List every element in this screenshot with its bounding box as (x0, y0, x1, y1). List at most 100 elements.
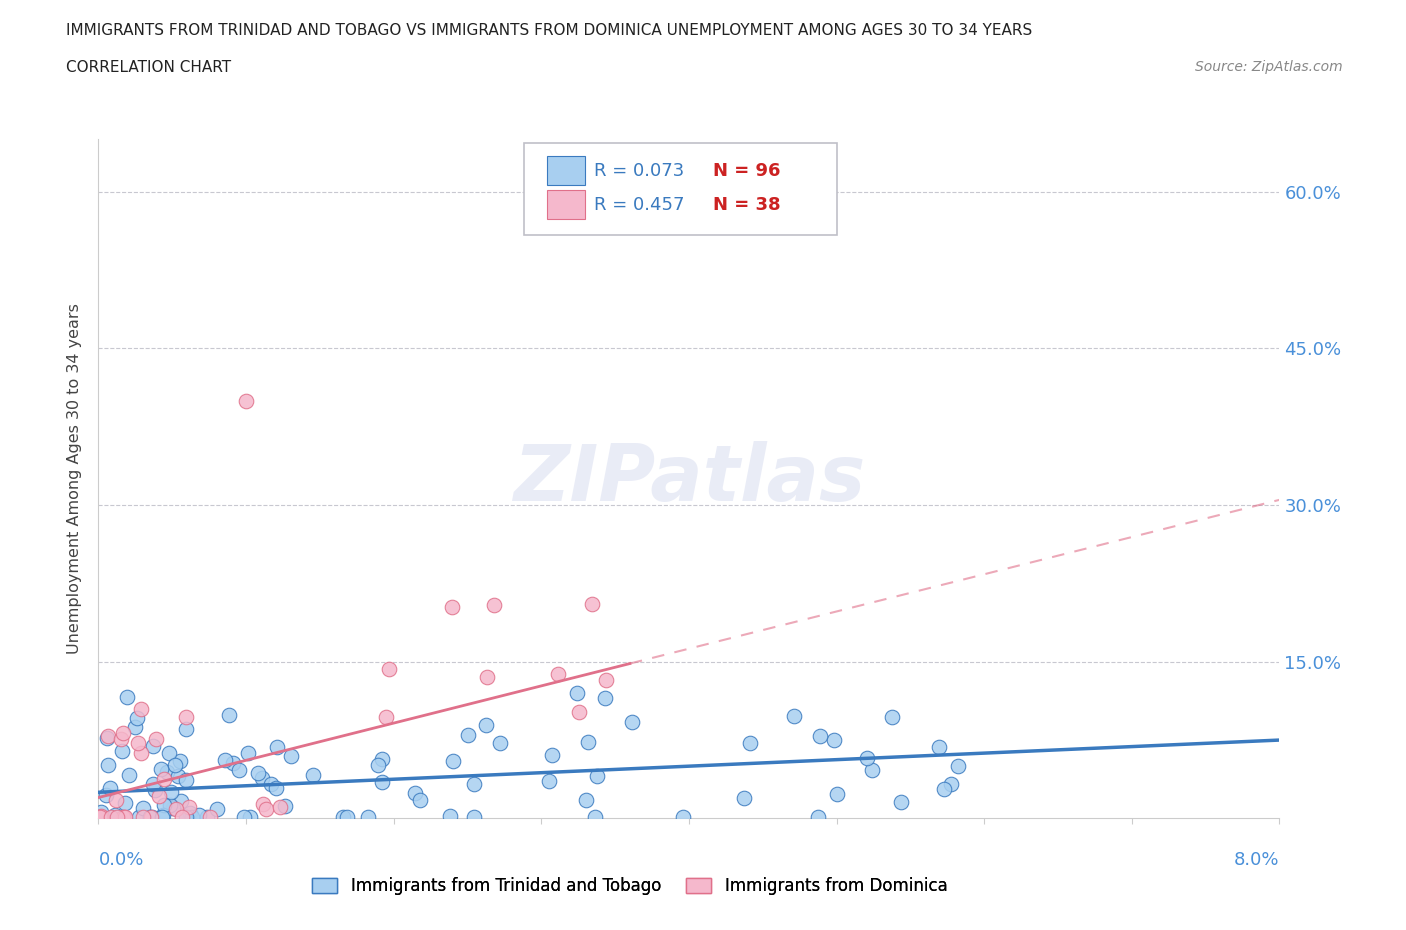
Point (441, 753, 464, 768)
Text: N = 96: N = 96 (713, 163, 780, 180)
Point (593, 691, 616, 706)
Point (141, 810, 163, 825)
Point (948, 758, 970, 773)
Point (404, 785, 426, 800)
Point (145, 731, 167, 746)
Point (110, 732, 132, 747)
Point (782, 709, 804, 724)
Y-axis label: Unemployment Among Ages 30 to 34 years: Unemployment Among Ages 30 to 34 years (67, 303, 83, 655)
Point (141, 810, 163, 825)
Point (823, 733, 845, 748)
Point (200, 810, 222, 825)
Point (150, 810, 173, 825)
Point (439, 808, 461, 823)
Point (91, 810, 114, 825)
Point (807, 810, 830, 825)
Point (463, 810, 485, 825)
Point (484, 598, 506, 613)
Point (367, 757, 389, 772)
Point (586, 768, 609, 783)
Point (105, 810, 128, 825)
Point (576, 734, 599, 749)
Point (477, 670, 499, 684)
Point (104, 792, 127, 807)
Point (440, 600, 463, 615)
Point (810, 728, 832, 743)
Legend: Immigrants from Trinidad and Tobago, Immigrants from Dominica: Immigrants from Trinidad and Tobago, Imm… (307, 870, 953, 902)
Point (860, 763, 883, 777)
Point (264, 781, 287, 796)
Point (568, 704, 591, 719)
FancyBboxPatch shape (523, 143, 837, 234)
Point (538, 773, 561, 788)
Point (165, 802, 187, 817)
Point (131, 746, 153, 761)
Point (96, 788, 118, 803)
Point (162, 801, 184, 816)
Point (575, 792, 598, 807)
Point (132, 801, 155, 816)
Point (595, 672, 617, 687)
Point (118, 767, 141, 782)
Text: Source: ZipAtlas.com: Source: ZipAtlas.com (1195, 60, 1343, 74)
Point (260, 777, 283, 791)
Point (152, 808, 174, 823)
Point (90, 808, 112, 823)
Point (187, 807, 209, 822)
Point (825, 787, 848, 802)
Point (269, 800, 291, 815)
Point (474, 717, 496, 732)
Point (565, 686, 588, 701)
Point (218, 708, 240, 723)
Text: 0.0%: 0.0% (98, 851, 143, 869)
Point (148, 789, 170, 804)
Point (174, 722, 197, 737)
Point (128, 810, 150, 825)
Text: R = 0.457: R = 0.457 (595, 196, 685, 214)
Point (129, 701, 152, 716)
Point (371, 775, 394, 790)
Point (181, 810, 204, 825)
Point (155, 764, 177, 779)
Text: N = 38: N = 38 (713, 196, 780, 214)
Point (169, 793, 191, 808)
Point (169, 753, 191, 768)
Point (457, 727, 479, 742)
Point (370, 752, 392, 767)
Point (170, 810, 193, 825)
Point (179, 805, 201, 820)
FancyBboxPatch shape (547, 156, 585, 185)
Text: 8.0%: 8.0% (1234, 851, 1279, 869)
Point (280, 748, 302, 763)
Point (139, 810, 162, 825)
Point (222, 756, 245, 771)
Point (408, 792, 430, 807)
Point (87, 810, 110, 825)
Point (581, 596, 603, 611)
Point (332, 810, 354, 825)
Point (928, 739, 950, 754)
Point (114, 810, 136, 825)
Point (111, 743, 134, 758)
Point (266, 739, 288, 754)
Point (96, 730, 118, 745)
Point (336, 810, 359, 825)
Point (252, 797, 274, 812)
Point (100, 810, 122, 825)
Point (207, 802, 229, 817)
Point (195, 810, 218, 825)
Point (124, 719, 146, 734)
Point (153, 772, 176, 787)
Point (254, 802, 277, 817)
Point (132, 810, 155, 825)
Point (142, 738, 165, 753)
Point (882, 710, 904, 724)
Point (97, 729, 120, 744)
Point (153, 797, 176, 812)
Point (941, 777, 963, 791)
Point (233, 810, 256, 825)
Point (90, 804, 112, 819)
Point (463, 777, 485, 791)
Text: ZIPatlas: ZIPatlas (513, 441, 865, 517)
Point (378, 662, 401, 677)
